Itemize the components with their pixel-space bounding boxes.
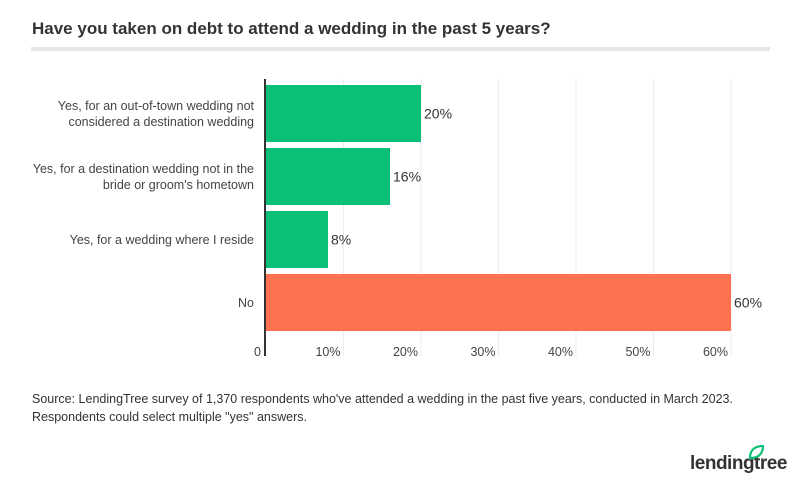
x-tick-label: 60% [703,345,728,359]
x-tick-label: 50% [625,345,650,359]
lendingtree-logo: lendingtree [690,445,787,475]
leaf-icon [748,445,764,459]
x-tick-label: 20% [393,345,418,359]
bar [266,148,390,205]
category-label: No [238,296,254,310]
bar [266,85,421,142]
chart-title: Have you taken on debt to attend a weddi… [32,19,551,38]
x-tick-label: 0 [254,345,261,359]
category-label: bride or groom's hometown [103,178,254,192]
source-line-2: Respondents could select multiple "yes" … [32,410,307,424]
data-label: 20% [424,106,452,122]
category-label: Yes, for a wedding where I reside [70,233,254,247]
category-label: Yes, for a destination wedding not in th… [33,162,254,176]
bar [266,274,731,331]
source-line-1: Source: LendingTree survey of 1,370 resp… [32,392,733,406]
x-tick-label: 10% [315,345,340,359]
category-label: Yes, for an out-of-town wedding not [58,99,255,113]
data-label: 16% [393,169,421,185]
title-divider [31,47,770,51]
x-tick-label: 40% [548,345,573,359]
logo-text: lendingtree [690,453,787,474]
data-label: 60% [734,295,762,311]
category-label: considered a destination wedding [68,115,254,129]
bar [266,211,328,268]
x-tick-label: 30% [470,345,495,359]
source-note: Source: LendingTree survey of 1,370 resp… [32,390,733,426]
data-label: 8% [331,232,351,248]
